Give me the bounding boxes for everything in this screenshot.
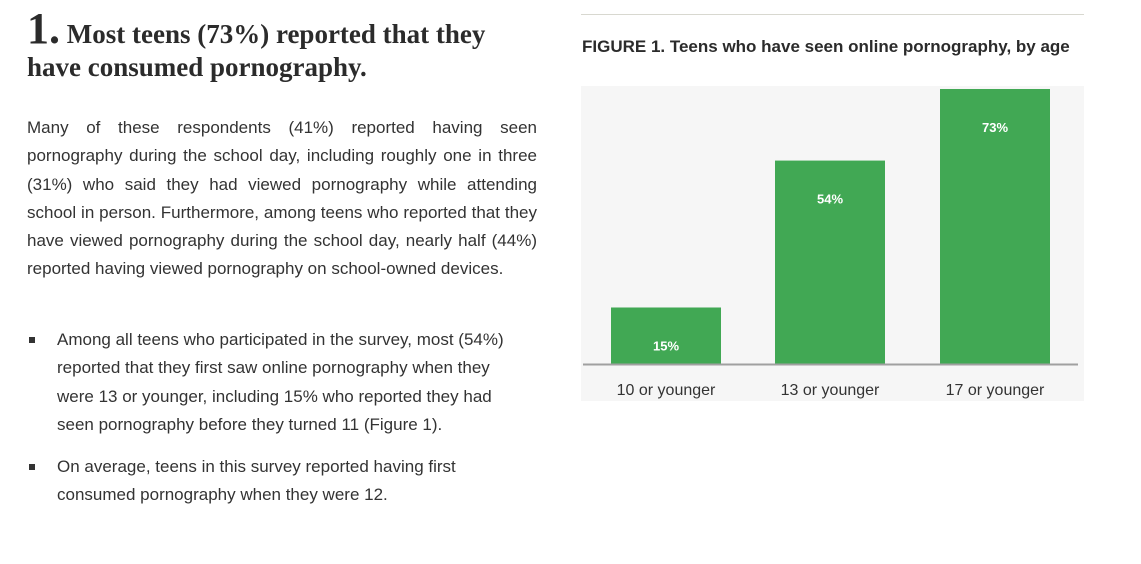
bullet-item: Among all teens who participated in the … — [27, 326, 527, 439]
category-label: 10 or younger — [617, 382, 716, 399]
bullet-marker — [29, 464, 35, 471]
section-heading: 1. Most teens (73%) reported that they h… — [27, 7, 537, 84]
bar-2 — [775, 160, 885, 364]
figure-divider — [581, 14, 1084, 15]
bar-chart-svg: 15% 10 or younger 54% 13 or younger 73% 17 or… — [583, 89, 1078, 399]
section-number: 1. — [27, 4, 60, 53]
category-label: 13 or younger — [781, 382, 880, 399]
bar-3 — [940, 89, 1050, 364]
bullet-text: Among all teens who participated in the … — [57, 330, 504, 434]
body-paragraph: Many of these respondents (41%) reported… — [27, 118, 537, 279]
bullet-list: Among all teens who participated in the … — [27, 326, 527, 524]
figure-title: FIGURE 1. Teens who have seen online por… — [582, 37, 1070, 56]
bar-value-label: 15% — [653, 338, 679, 353]
section-heading-text: Most teens (73%) reported that they have… — [27, 19, 486, 82]
bar-chart: 15% 10 or younger 54% 13 or younger 73% 17 or… — [581, 86, 1084, 401]
bullet-text: On average, teens in this survey reporte… — [57, 457, 456, 505]
bar-1 — [611, 307, 721, 364]
bar-value-label: 73% — [982, 120, 1008, 135]
category-label: 17 or younger — [946, 382, 1045, 399]
bullet-item: On average, teens in this survey reporte… — [27, 453, 527, 510]
bar-value-label: 54% — [817, 192, 843, 207]
bullet-marker — [29, 337, 35, 343]
